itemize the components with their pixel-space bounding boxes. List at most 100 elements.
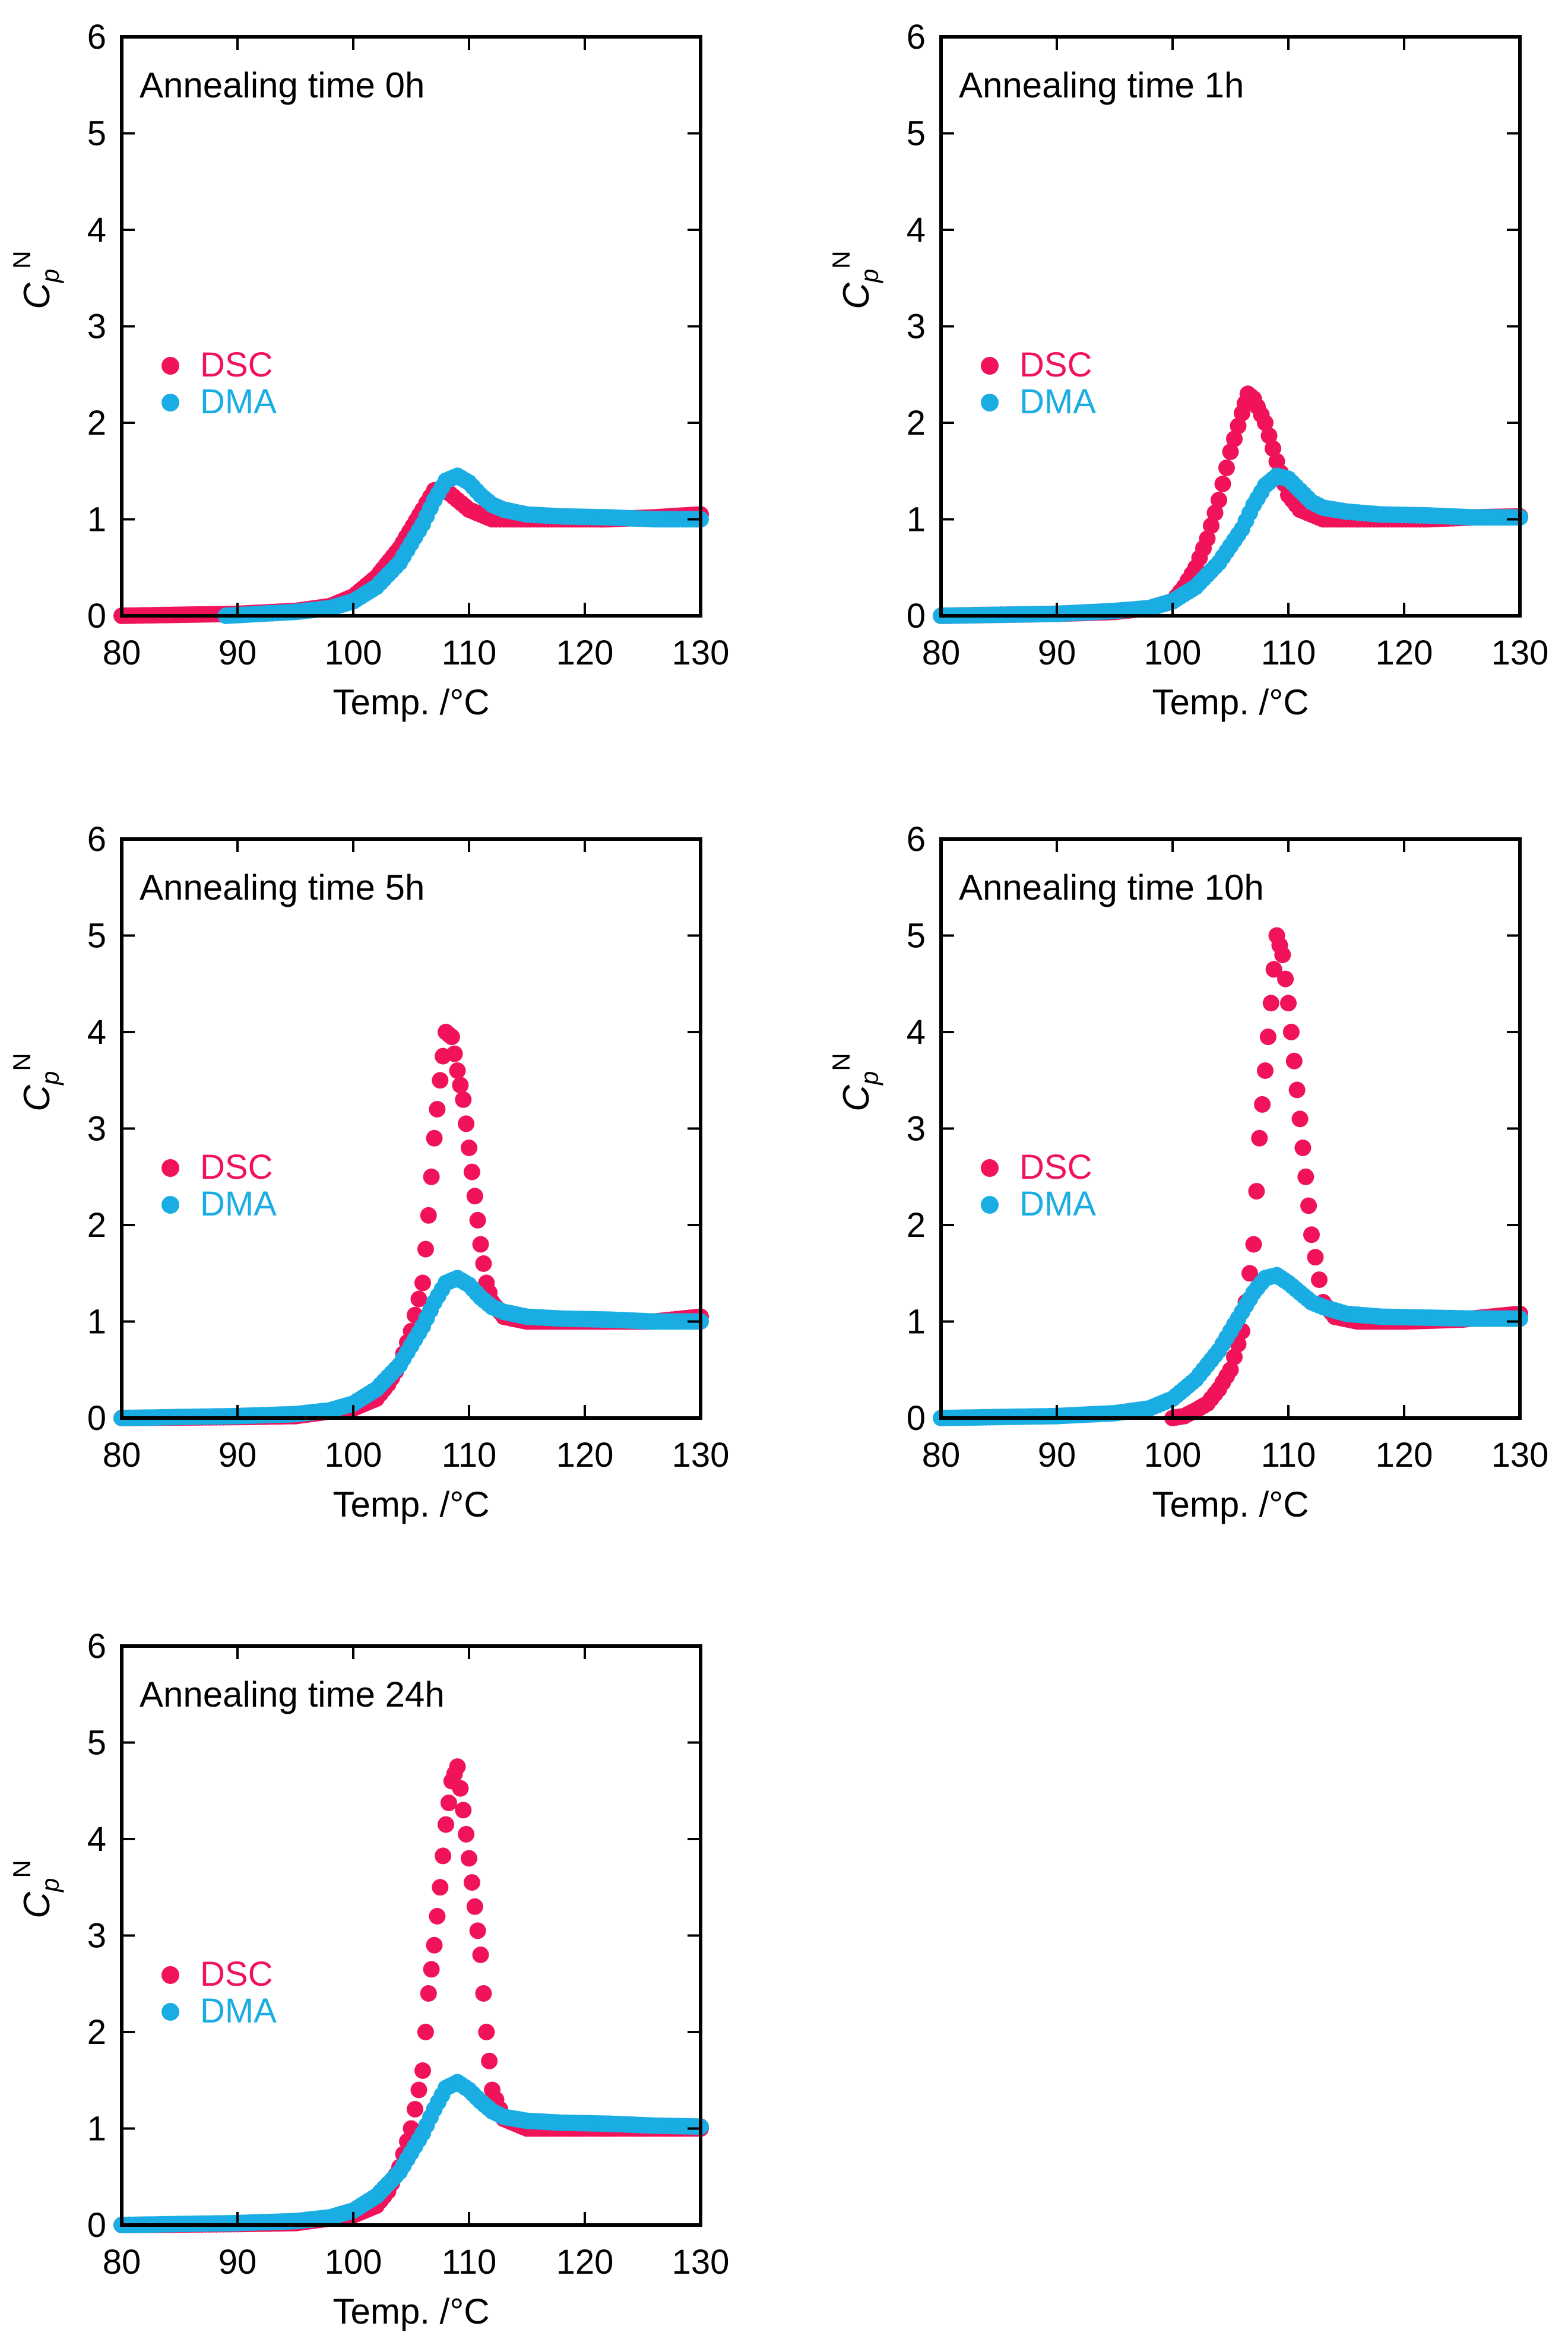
x-tick-label: 90 <box>218 2243 257 2281</box>
data-point-dsc <box>1251 1129 1268 1147</box>
legend-marker-dsc <box>981 357 999 375</box>
legend-label-dma: DMA <box>200 1992 277 2030</box>
x-axis-label: Temp. /°C <box>332 682 489 722</box>
data-point-dsc <box>1274 947 1291 963</box>
series-dma <box>217 467 709 624</box>
x-tick-label: 90 <box>1038 634 1076 672</box>
data-point-dsc <box>449 1758 466 1776</box>
data-point-dsc <box>463 1163 480 1181</box>
x-tick-label: 120 <box>556 634 614 672</box>
y-axis-label: CpN <box>827 251 883 309</box>
y-tick-label: 4 <box>87 1820 106 1859</box>
y-tick-label: 5 <box>87 917 106 955</box>
y-tick-label: 5 <box>907 115 926 153</box>
data-point-dsc <box>475 1985 492 2002</box>
y-label-sub: p <box>36 1071 64 1086</box>
y-label-sub: p <box>36 1878 64 1893</box>
legend-marker-dma <box>981 1196 999 1214</box>
data-point-dsc <box>1257 414 1274 431</box>
y-tick-label: 6 <box>87 1627 106 1666</box>
y-tick-label: 6 <box>87 820 106 859</box>
data-point-dsc <box>472 1947 489 1963</box>
x-tick-label: 110 <box>442 634 496 672</box>
data-point-dsc <box>1248 1183 1265 1200</box>
x-tick-label: 80 <box>103 1436 141 1474</box>
x-tick-label: 130 <box>672 1436 730 1474</box>
legend-label-dma: DMA <box>1019 382 1096 421</box>
legend-label-dsc: DSC <box>200 1955 273 1993</box>
x-tick-label: 100 <box>325 634 382 672</box>
data-point-dsc <box>443 1028 460 1046</box>
data-point-dsc <box>1285 1052 1303 1069</box>
data-point-dsc <box>461 1850 477 1867</box>
data-point-dsc <box>466 1898 483 1915</box>
x-tick-label: 80 <box>103 2243 141 2281</box>
data-point-dsc <box>420 1985 437 2002</box>
x-tick-label: 130 <box>1491 1436 1549 1474</box>
chart-panel-2: 80 90 100 110 120 130 0 1 2 3 4 5 6 Annealing time 1h… <box>827 18 1548 722</box>
y-label-main: C <box>17 1891 58 1919</box>
data-point-dsc <box>1307 1249 1324 1266</box>
data-point-dsc <box>429 1908 446 1925</box>
legend-label-dsc: DSC <box>200 346 273 384</box>
data-point-dsc <box>475 1255 492 1272</box>
legend-label-dma: DMA <box>200 1185 277 1223</box>
series-dsc <box>113 1024 709 1426</box>
x-tick-label: 130 <box>672 634 730 672</box>
data-point-dsc <box>449 1062 466 1079</box>
data-point-dsc <box>1226 431 1243 448</box>
data-point-dsc <box>1277 970 1294 988</box>
data-point-dsc <box>1245 1236 1262 1253</box>
data-point-dsc <box>481 2052 498 2069</box>
data-point-dsc <box>1206 504 1224 521</box>
x-tick-label: 130 <box>1491 634 1549 672</box>
y-label-sup: N <box>827 251 855 268</box>
y-tick-label: 2 <box>87 2013 106 2052</box>
data-point-dsc <box>1218 459 1235 476</box>
data-point-dsc <box>1222 1361 1239 1378</box>
plot-frame <box>939 35 1522 618</box>
x-tick-label: 120 <box>556 2243 614 2281</box>
y-tick-label: 5 <box>87 115 106 153</box>
x-tick-label: 80 <box>922 1436 961 1474</box>
y-tick-label: 1 <box>907 501 926 539</box>
x-tick-label: 90 <box>218 634 257 672</box>
x-axis-label: Temp. /°C <box>1152 682 1309 722</box>
y-tick-label: 5 <box>907 917 926 955</box>
series-dma <box>113 1270 709 1426</box>
y-label-main: C <box>17 1084 58 1112</box>
legend-marker-dma <box>161 394 179 412</box>
data-point-dsc <box>420 1207 437 1224</box>
y-label-sup: N <box>8 251 36 268</box>
legend-marker-dsc <box>981 1159 999 1177</box>
data-point-dsc <box>452 1780 469 1797</box>
y-tick-label: 0 <box>907 597 926 635</box>
data-point-dsc <box>432 1072 449 1089</box>
data-point-dsc <box>423 1961 440 1978</box>
x-tick-label: 80 <box>103 634 141 672</box>
x-tick-label: 130 <box>672 2243 730 2281</box>
data-point-dsc <box>469 1922 486 1939</box>
y-tick-label: 3 <box>907 308 926 346</box>
x-axis-label: Temp. /°C <box>332 2292 489 2331</box>
y-label-sup: N <box>827 1053 855 1071</box>
chart-title: Annealing time 24h <box>140 1675 445 1714</box>
data-point-dsc <box>414 2062 431 2079</box>
y-axis-label: CpN <box>8 1053 64 1111</box>
data-point-dsc <box>472 1236 489 1253</box>
y-tick-label: 3 <box>87 1917 106 1955</box>
y-tick-label: 2 <box>907 1206 926 1245</box>
chart-panel-1: 80 90 100 110 120 130 0 1 2 3 4 5 6 Annealing time 0h… <box>8 18 729 722</box>
x-axis-label: Temp. /°C <box>1152 1485 1309 1524</box>
y-tick-label: 0 <box>87 1399 106 1438</box>
data-point-dsc <box>455 1802 472 1819</box>
y-label-main: C <box>836 1084 877 1112</box>
data-point-dsc <box>417 1240 434 1258</box>
y-tick-label: 3 <box>87 1110 106 1148</box>
data-point-dsc <box>452 1077 469 1094</box>
data-point-dsc <box>414 1274 431 1292</box>
series-dma <box>113 2074 709 2233</box>
data-point-dsc <box>1294 1140 1312 1156</box>
data-point-dsc <box>1288 1081 1306 1099</box>
y-axis-label: CpN <box>8 1860 64 1918</box>
